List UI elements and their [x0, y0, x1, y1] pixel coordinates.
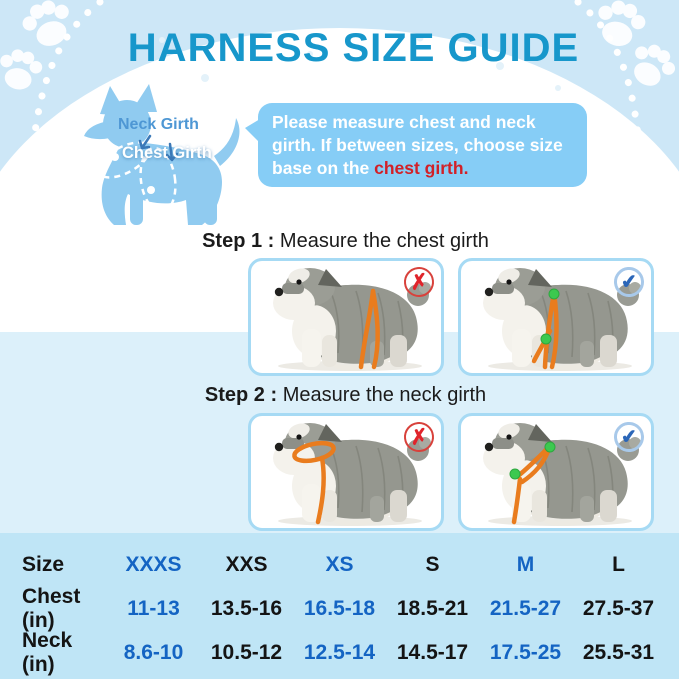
step1-text: Measure the chest girth — [279, 230, 489, 252]
measuring-tape — [358, 288, 380, 370]
chest-girth-label: Chest Girth — [122, 144, 212, 162]
measure-points — [509, 441, 556, 480]
step2-text: Measure the neck girth — [282, 384, 487, 406]
neck-girth-label: Neck Girth — [118, 116, 199, 133]
size-col-header: XXXS — [125, 553, 182, 576]
size-col-header: XS — [325, 553, 354, 576]
size-table: Size XXXS XXS XS S M L Chest (in) 11-13 … — [0, 533, 679, 679]
size-col-header: L — [612, 553, 625, 576]
measurement-note-bubble: Please measure chest and neck girth. If … — [245, 103, 587, 187]
step2-correct-photo: ✔ — [458, 413, 654, 531]
page-title: HARNESS SIZE GUIDE — [127, 26, 580, 70]
neck-value: 14.5-17 — [396, 641, 469, 664]
chest-value: 11-13 — [127, 597, 180, 620]
measuring-tape — [292, 440, 336, 525]
dog-measurement-diagram: Neck Girth Chest Girth — [52, 84, 258, 230]
size-col-header: S — [425, 553, 440, 576]
note-text: Please measure chest and neck girth. If … — [272, 112, 563, 178]
size-col-header: XXS — [225, 553, 268, 576]
measuring-tape — [531, 290, 559, 370]
chihuahua-silhouette — [84, 84, 240, 226]
table-row-header: Size — [22, 553, 65, 576]
step1-heading: Step 1 : Measure the chest girth — [6, 230, 679, 253]
measure-points — [540, 288, 560, 345]
neck-value: 17.5-25 — [489, 641, 562, 664]
step1-correct-photo: ✔ — [458, 258, 654, 376]
chest-value: 21.5-27 — [489, 597, 562, 620]
note-highlight: chest girth — [374, 158, 464, 178]
chest-value: 16.5-18 — [303, 597, 376, 620]
chest-value: 13.5-16 — [210, 597, 283, 620]
table-row-header: Neck (in) — [22, 629, 73, 676]
step2-wrong-photo: ✗ — [248, 413, 444, 531]
size-col-header: M — [516, 553, 535, 576]
neck-value: 8.6-10 — [123, 641, 184, 664]
table-background-band — [0, 533, 679, 679]
chest-value: 18.5-21 — [396, 597, 469, 620]
step1-wrong-photo: ✗ — [248, 258, 444, 376]
neck-value: 12.5-14 — [303, 641, 376, 664]
step2-label: Step 2 : — [204, 384, 278, 406]
chest-value: 27.5-37 — [582, 597, 655, 620]
table-row-header: Chest (in) — [22, 585, 81, 632]
neck-value: 10.5-12 — [210, 641, 283, 664]
note-period: . — [463, 158, 469, 178]
neck-value: 25.5-31 — [582, 641, 655, 664]
step1-label: Step 1 : — [202, 230, 275, 252]
step2-heading: Step 2 : Measure the neck girth — [6, 384, 679, 407]
